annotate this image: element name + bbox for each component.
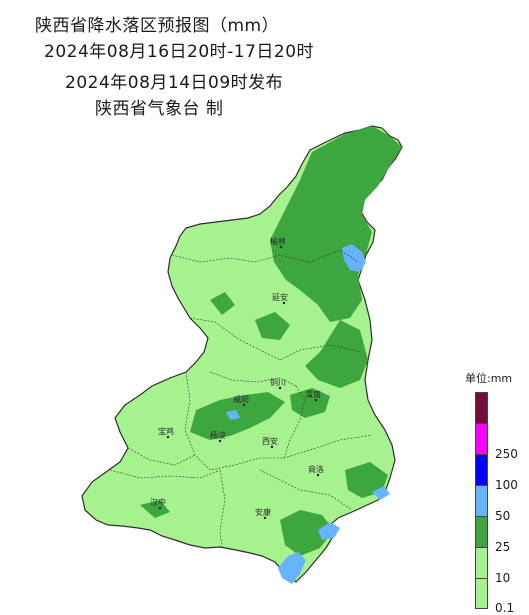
city-label-weinan: 渭南: [305, 389, 321, 399]
city-label-yangling: 杨凌: [210, 430, 226, 440]
city-label-yulin: 榆林: [270, 236, 286, 246]
legend-swatch: [475, 392, 488, 423]
city-label-ankang: 安康: [255, 507, 271, 517]
moderate-rain-zones: [140, 126, 402, 556]
forecast-period: 2024年08月16日20时-17日20时: [44, 42, 315, 62]
legend-label: 100: [495, 478, 518, 492]
city-label-yanan: 延安: [272, 292, 288, 302]
legend-swatch: [475, 578, 488, 609]
map-title: 陕西省降水落区预报图（mm）: [35, 16, 280, 36]
legend-label: 25: [495, 540, 511, 554]
precipitation-map: 榆林 延安 铜川 渭南 咸阳 宝鸡 杨凌 西安 商洛 汉中 安康: [81, 125, 403, 584]
city-label-xianyang: 咸阳: [233, 394, 249, 404]
province-map-svg: 榆林 延安 铜川 渭南 咸阳 宝鸡 杨凌 西安 商洛 汉中 安康: [81, 125, 403, 584]
legend-label: 0.1: [495, 601, 515, 615]
issue-time: 2024年08月14日09时发布: [65, 73, 284, 93]
city-boundaries: [109, 249, 373, 548]
issuer: 陕西省气象台 制: [95, 99, 224, 119]
legend-label: 10: [495, 571, 511, 585]
legend-title: 单位:mm: [465, 372, 513, 385]
legend-label: 250: [495, 447, 518, 461]
city-label-baoji: 宝鸡: [158, 426, 174, 436]
legend-label: 50: [495, 509, 511, 523]
city-markers: [158, 245, 320, 520]
city-labels: 榆林 延安 铜川 渭南 咸阳 宝鸡 杨凌 西安 商洛 汉中 安康: [150, 236, 324, 517]
city-label-xian: 西安: [262, 436, 278, 446]
legend-swatch: [475, 516, 488, 547]
legend-swatch: [475, 454, 488, 485]
precipitation-legend: 单位:mm 250 100 50 25 10 0.1: [465, 370, 529, 615]
legend-color-bar: [475, 392, 488, 609]
legend-swatch: [475, 485, 488, 516]
legend-swatch: [475, 547, 488, 578]
city-label-shangluo: 商洛: [308, 464, 324, 474]
heavy-rain-zones: [226, 244, 390, 584]
city-label-hanzhong: 汉中: [150, 497, 166, 507]
city-label-tongchuan: 铜川: [270, 377, 286, 387]
legend-swatch: [475, 423, 488, 454]
